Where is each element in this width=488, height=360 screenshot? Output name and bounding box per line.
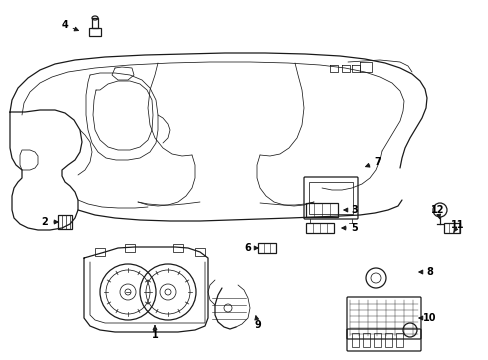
Bar bbox=[373, 333, 380, 347]
Bar bbox=[95, 248, 105, 256]
Text: 7: 7 bbox=[374, 157, 381, 167]
Text: 2: 2 bbox=[41, 217, 48, 227]
Bar bbox=[351, 333, 358, 347]
Text: 6: 6 bbox=[244, 243, 251, 253]
Text: 8: 8 bbox=[426, 267, 432, 277]
Bar bbox=[305, 223, 333, 233]
Bar bbox=[195, 248, 204, 256]
Bar bbox=[443, 223, 459, 233]
Text: 5: 5 bbox=[351, 223, 358, 233]
Text: 3: 3 bbox=[351, 205, 358, 215]
Bar bbox=[395, 333, 402, 347]
Text: 11: 11 bbox=[450, 220, 464, 230]
Bar bbox=[305, 203, 337, 217]
Bar bbox=[384, 333, 391, 347]
Bar bbox=[125, 244, 135, 252]
Bar bbox=[362, 333, 369, 347]
Text: 4: 4 bbox=[61, 20, 68, 30]
Bar bbox=[173, 244, 183, 252]
Text: 9: 9 bbox=[254, 320, 261, 330]
Text: 10: 10 bbox=[423, 313, 436, 323]
Bar bbox=[308, 182, 352, 214]
Bar bbox=[92, 18, 98, 28]
Bar bbox=[58, 215, 72, 229]
Bar bbox=[89, 28, 101, 36]
Bar bbox=[258, 243, 275, 253]
Text: 12: 12 bbox=[430, 205, 444, 215]
Text: 1: 1 bbox=[151, 330, 158, 340]
